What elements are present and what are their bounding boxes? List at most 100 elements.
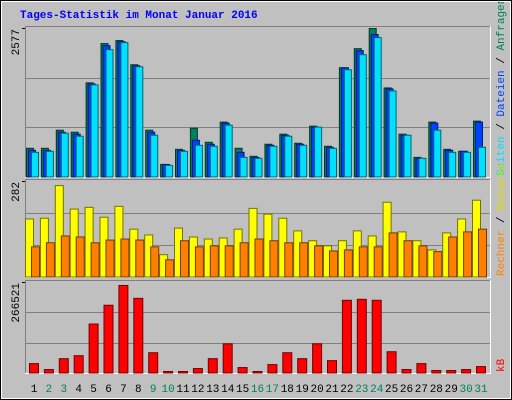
bar: [284, 135, 293, 178]
bar: [388, 90, 397, 178]
bar: [254, 238, 264, 278]
x-tick-label: 10: [161, 384, 174, 396]
bar: [224, 245, 234, 278]
legend-entry: Dateien: [496, 70, 508, 116]
x-tick-label: 4: [75, 384, 82, 396]
legend: Rechner / Besuche: [496, 164, 508, 276]
x-tick-label: 30: [459, 384, 472, 396]
x-tick-label: 17: [266, 384, 279, 396]
bar: [178, 371, 188, 374]
bar: [403, 134, 412, 178]
bar: [73, 355, 84, 374]
bar: [45, 242, 55, 278]
bar: [103, 304, 114, 374]
legend-separator: /: [496, 210, 508, 230]
bar: [239, 242, 249, 278]
x-tick-label: 14: [221, 384, 235, 396]
bar: [403, 240, 413, 278]
bar: [88, 323, 99, 374]
x-tick-label: 29: [445, 384, 458, 396]
x-tick-label: 1: [31, 384, 38, 396]
bar: [90, 242, 100, 278]
bar: [343, 249, 353, 278]
bar: [358, 246, 368, 278]
bar: [433, 251, 443, 278]
bar: [269, 145, 278, 178]
bar: [60, 132, 69, 178]
bar: [194, 246, 204, 278]
bar: [269, 240, 279, 278]
bar: [135, 239, 145, 278]
chart-title: Tages-Statistik im Monat Januar 2016: [20, 10, 258, 22]
x-tick-label: 27: [415, 384, 428, 396]
bar: [222, 343, 233, 374]
legend-entry: Besuche: [496, 164, 508, 210]
bar: [461, 369, 472, 374]
bar: [43, 369, 54, 374]
bar: [60, 235, 70, 278]
bar: [433, 129, 442, 178]
bar: [31, 151, 39, 178]
bar: [254, 157, 263, 178]
x-tick-label: 13: [206, 384, 219, 396]
bar: [105, 49, 114, 178]
bar: [314, 126, 323, 178]
bar: [329, 147, 337, 178]
bar: [299, 242, 309, 278]
bar: [75, 236, 85, 278]
legend-entry: kB: [496, 358, 508, 372]
bar: [180, 150, 188, 178]
bar: [192, 368, 203, 374]
bar: [135, 66, 144, 178]
bar: [478, 146, 486, 178]
x-tick-label: 26: [400, 384, 413, 396]
bar: [150, 246, 160, 278]
bar: [446, 370, 457, 374]
bar: [207, 358, 218, 374]
bar: [75, 135, 84, 178]
bar: [31, 246, 40, 278]
bar: [401, 369, 412, 374]
bar: [237, 367, 248, 374]
bar: [84, 206, 94, 278]
bar: [163, 371, 174, 374]
bar: [431, 370, 442, 374]
bar: [209, 245, 219, 278]
x-tick-label: 7: [120, 384, 127, 396]
x-tick-label: 3: [60, 384, 67, 396]
bar: [165, 259, 175, 278]
bar: [448, 151, 457, 178]
bar: [463, 151, 472, 178]
bar: [297, 358, 308, 374]
bar: [341, 299, 352, 374]
bar: [180, 240, 189, 278]
bar: [299, 144, 308, 178]
bar: [476, 366, 486, 374]
bar: [58, 358, 69, 374]
bar: [209, 145, 218, 178]
bar: [388, 232, 398, 278]
x-tick-label: 18: [281, 384, 294, 396]
bar: [239, 156, 248, 178]
bar: [54, 185, 64, 278]
x-tick-label: 6: [105, 384, 112, 396]
bar: [282, 352, 293, 374]
x-tick-label: 9: [150, 384, 157, 396]
bar: [29, 363, 39, 374]
x-tick-label: 16: [251, 384, 264, 396]
bar: [448, 236, 458, 278]
bar: [105, 239, 115, 278]
bar: [327, 360, 337, 374]
bar: [373, 246, 383, 278]
y-max-label: 266521: [11, 283, 23, 323]
x-tick-label: 19: [296, 384, 309, 396]
bar: [418, 157, 427, 178]
bar: [120, 238, 130, 278]
legend-separator: /: [496, 117, 508, 137]
bar: [478, 228, 487, 278]
bar: [356, 298, 367, 374]
y-max-label: 282: [11, 182, 23, 202]
x-tick-label: 23: [355, 384, 368, 396]
bar: [150, 134, 159, 178]
